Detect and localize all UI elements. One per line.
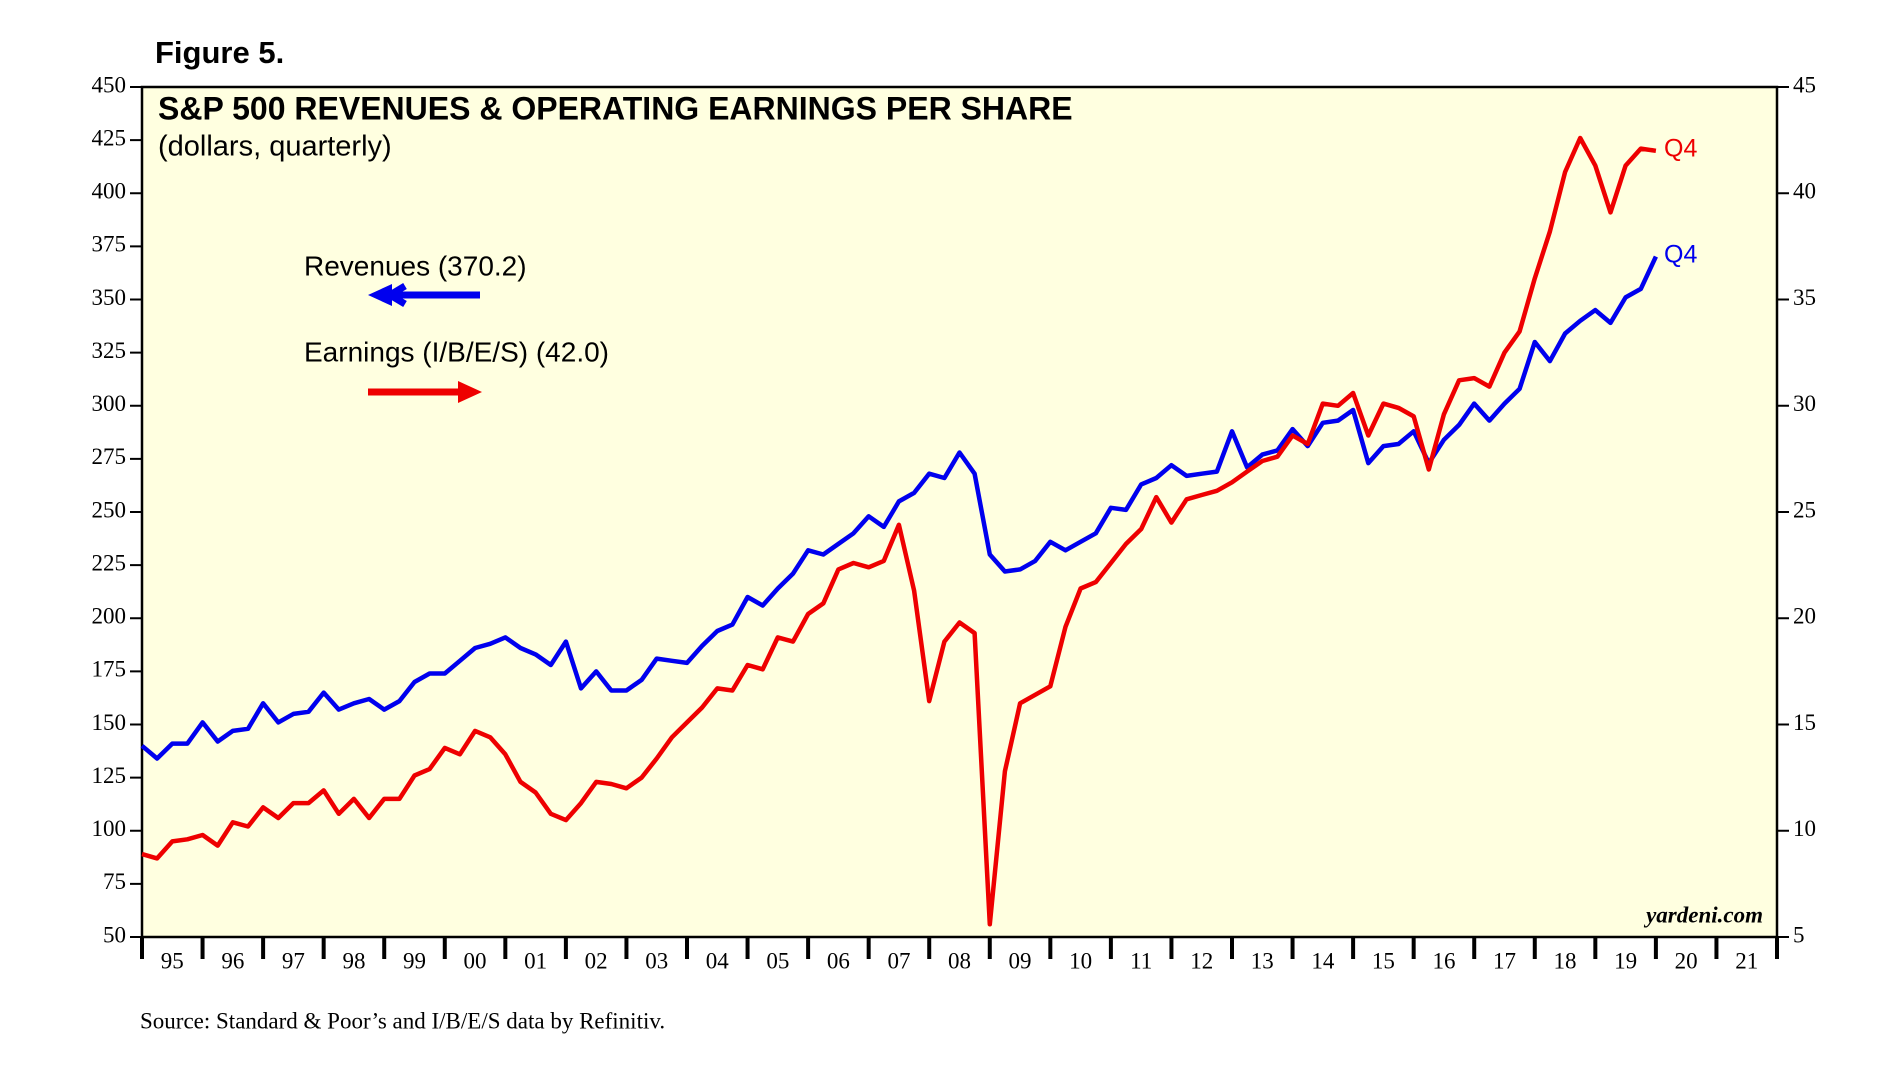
chart-title: S&P 500 REVENUES & OPERATING EARNINGS PE… — [158, 90, 1073, 126]
x-tick-label: 19 — [1614, 948, 1637, 973]
x-tick-label: 16 — [1432, 948, 1455, 973]
y-tick-label: 75 — [103, 869, 126, 894]
y-tick-label: 400 — [92, 179, 127, 204]
x-tick-label: 96 — [221, 948, 244, 973]
y-tick-label: 450 — [92, 72, 127, 97]
y2-tick-label: 20 — [1793, 604, 1816, 629]
chart-subtitle: (dollars, quarterly) — [158, 131, 392, 163]
y-tick-label: 350 — [92, 285, 127, 310]
watermark: yardeni.com — [1643, 902, 1763, 927]
x-tick-label: 11 — [1130, 948, 1152, 973]
x-tick-label: 15 — [1372, 948, 1395, 973]
y-tick-label: 50 — [103, 922, 126, 947]
y-tick-label: 100 — [92, 816, 127, 841]
x-tick-label: 07 — [887, 948, 910, 973]
x-tick-label: 12 — [1190, 948, 1213, 973]
x-tick-label: 04 — [706, 948, 730, 973]
x-tick-label: 13 — [1251, 948, 1274, 973]
x-tick-label: 20 — [1675, 948, 1698, 973]
source-note: Source: Standard & Poor’s and I/B/E/S da… — [140, 1008, 665, 1033]
annotation: Q4 — [1664, 135, 1697, 163]
x-tick-label: 14 — [1311, 948, 1335, 973]
x-tick-label: 97 — [282, 948, 305, 973]
x-tick-label: 02 — [585, 948, 608, 973]
x-tick-label: 21 — [1735, 948, 1758, 973]
series-line — [140, 255, 1658, 761]
x-tick-label: 17 — [1493, 948, 1516, 973]
y2-tick-label: 40 — [1793, 179, 1816, 204]
y-tick-label: 375 — [92, 232, 127, 257]
legend-arrow-head — [458, 381, 482, 403]
y-tick-label: 150 — [92, 710, 127, 735]
y2-tick-label: 5 — [1793, 922, 1805, 947]
x-tick-label: 08 — [948, 948, 971, 973]
x-tick-label: 95 — [161, 948, 184, 973]
plot-area — [140, 85, 1779, 939]
x-tick-label: 18 — [1554, 948, 1577, 973]
y2-tick-label: 10 — [1793, 816, 1816, 841]
x-tick-label: 06 — [827, 948, 850, 973]
x-tick-label: 09 — [1009, 948, 1032, 973]
x-tick-label: 05 — [766, 948, 789, 973]
y-tick-label: 200 — [92, 604, 127, 629]
x-tick-label: 03 — [645, 948, 668, 973]
y-tick-label: 125 — [92, 763, 127, 788]
y-tick-label: 250 — [92, 497, 127, 522]
y2-tick-label: 30 — [1793, 391, 1816, 416]
y2-tick-label: 15 — [1793, 710, 1816, 735]
y-tick-label: 225 — [92, 550, 127, 575]
legend-arrow-head — [368, 284, 392, 306]
y-tick-label: 175 — [92, 657, 127, 682]
x-tick-label: 99 — [403, 948, 426, 973]
y-tick-label: 425 — [92, 125, 127, 150]
y-tick-label: 300 — [92, 391, 127, 416]
y-tick-label: 325 — [92, 338, 127, 363]
x-tick-label: 10 — [1069, 948, 1092, 973]
legend-label: Revenues (370.2) — [304, 250, 527, 281]
y2-tick-label: 45 — [1793, 72, 1816, 97]
x-tick-label: 00 — [464, 948, 487, 973]
x-tick-label: 98 — [342, 948, 365, 973]
legend-label: Earnings (I/B/E/S) (42.0) — [304, 336, 609, 367]
y2-tick-label: 35 — [1793, 285, 1816, 310]
x-tick-label: 01 — [524, 948, 547, 973]
series-line — [141, 135, 1657, 927]
y-tick-label: 275 — [92, 444, 127, 469]
figure-label: Figure 5. — [155, 35, 284, 70]
y2-tick-label: 25 — [1793, 497, 1816, 522]
annotation: Q4 — [1664, 241, 1697, 269]
legend-arrow — [383, 282, 480, 308]
